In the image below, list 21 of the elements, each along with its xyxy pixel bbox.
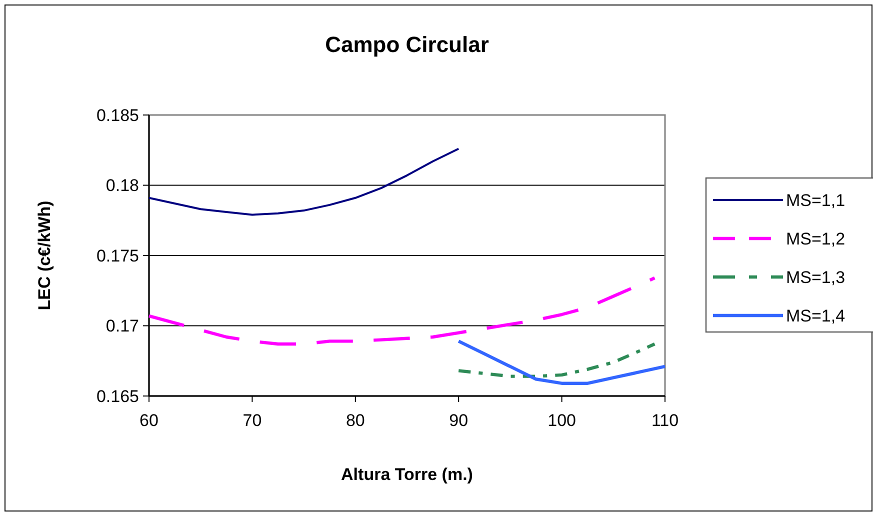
chart-title: Campo Circular xyxy=(325,32,490,57)
y-tick-label: 0.165 xyxy=(96,386,139,406)
x-tick-label: 70 xyxy=(242,411,262,430)
line-series xyxy=(457,340,667,385)
x-axis-title: Altura Torre (m.) xyxy=(341,465,473,484)
legend-label: MS=1,4 xyxy=(786,306,846,326)
x-tick-label: 80 xyxy=(346,411,365,430)
legend-label: MS=1,2 xyxy=(786,229,846,248)
x-tick-label: 60 xyxy=(140,411,158,430)
y-tick-label: 0.175 xyxy=(96,246,139,266)
y-tick-label: 0.17 xyxy=(106,316,139,336)
x-tick-label: 90 xyxy=(449,411,468,430)
y-tick-label: 0.185 xyxy=(96,106,139,125)
legend-label: MS=1,1 xyxy=(786,190,846,210)
legend-label: MS=1,3 xyxy=(786,268,846,287)
x-tick-label: 110 xyxy=(651,411,679,430)
y-tick-label: 0.18 xyxy=(106,176,139,196)
line-series xyxy=(457,342,656,378)
x-tick-label: 100 xyxy=(548,411,576,430)
line-series xyxy=(148,148,460,216)
y-axis-title: LEC (c€/kWh) xyxy=(35,200,54,310)
